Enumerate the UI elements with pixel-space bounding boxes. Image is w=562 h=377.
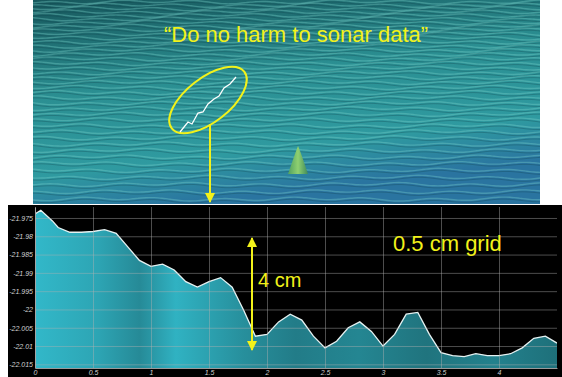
ripple-shadow (33, 192, 540, 196)
y-grid-line (35, 218, 557, 219)
ripple (33, 148, 540, 152)
ripple-shadow (33, 103, 540, 107)
callout-ellipse (158, 54, 258, 145)
y-tick: -22.005 (9, 324, 557, 331)
chart-background (8, 205, 562, 377)
title: “Do no harm to sonar data” (164, 22, 428, 47)
x-tick-label: 1 (150, 369, 154, 376)
chart-root: “Do no harm to sonar data”-21.975-21.98-… (0, 0, 562, 377)
x-tick-label: 4 (498, 369, 502, 376)
ripple-shadow (33, 132, 540, 136)
y-grid-line (35, 364, 557, 365)
measure-arrow (251, 238, 253, 350)
x-axis-line (36, 368, 558, 369)
x-tick: 0 (34, 207, 38, 376)
ripple-shadow (33, 164, 540, 168)
x-tick-label: 1.5 (205, 369, 215, 376)
x-tick: 3 (382, 207, 386, 376)
y-tick-label: -21.98 (13, 233, 33, 240)
x-grid-line (93, 207, 94, 368)
ripple-shadow (33, 199, 540, 203)
x-grid-line (383, 207, 384, 368)
x-tick-label: 0 (34, 369, 38, 376)
x-tick-label: 0.5 (89, 369, 99, 376)
y-tick: -22 (23, 306, 557, 313)
y-tick: -21.975 (9, 215, 557, 222)
profile-trace (180, 77, 236, 132)
profile-line (35, 210, 557, 356)
x-grid-line (151, 207, 152, 368)
callout-arrow (209, 124, 211, 202)
y-tick-label: -22.01 (13, 343, 33, 350)
slide: “Do no harm to sonar data”-21.975-21.98-… (0, 0, 562, 377)
ripple-shadow (33, 98, 540, 102)
ripple (33, 53, 540, 57)
ripple-shadow (33, 157, 540, 161)
y-tick: -22.01 (13, 343, 557, 350)
y-grid-line (35, 309, 557, 310)
x-axis: 0 0.5 1 1.5 2 2.5 3 3.5 4 (34, 207, 558, 376)
y-axis-line (35, 208, 36, 369)
y-tick-label: -22.015 (9, 361, 33, 368)
x-tick-label: 2 (265, 369, 270, 376)
profile-area (35, 210, 557, 368)
x-tick-label: 2.5 (320, 369, 331, 376)
y-tick-label: -21.975 (9, 215, 33, 222)
ripple-shadow (33, 177, 540, 181)
y-grid-line (35, 328, 557, 329)
x-tick: 1 (150, 207, 154, 376)
y-tick-label: -22.005 (9, 324, 33, 331)
y-tick: -22.015 (9, 361, 557, 368)
ripple-shadow (33, 150, 540, 154)
ripple-shadow (33, 68, 540, 72)
ripple-shadow (33, 126, 540, 130)
ripple-shadow (33, 144, 540, 148)
x-tick-label: 3 (382, 369, 386, 376)
ripple (33, 71, 540, 75)
y-grid-line (35, 346, 557, 347)
x-tick: 2 (265, 207, 270, 376)
annotation: 4 cm (258, 269, 301, 291)
ripple-shadow (33, 184, 540, 188)
y-tick-label: -21.995 (9, 288, 33, 295)
x-grid-line (35, 207, 36, 368)
y-tick-label: -21.985 (9, 251, 33, 258)
seabed-object (288, 146, 308, 174)
annotation: 0.5 cm grid (393, 231, 502, 256)
x-tick: 2.5 (320, 207, 331, 376)
y-tick-label: -22 (23, 306, 33, 313)
ripple (33, 101, 540, 105)
sonar-image (33, 0, 540, 204)
ripple-shadow (33, 138, 540, 142)
x-grid-line (325, 207, 326, 368)
ripple-shadow (33, 109, 540, 113)
ripple-shadow (33, 170, 540, 174)
y-axis: -21.975 -21.98 -21.985 -21.99 -21.995 -22 -22.… (9, 208, 557, 369)
y-grid-line (35, 291, 557, 292)
x-grid-line (209, 207, 210, 368)
x-tick: 1.5 (205, 207, 215, 376)
ripple (33, 17, 540, 21)
ripple (33, 190, 540, 194)
plot-area (35, 210, 557, 368)
annotations: 4 cm 0.5 cm grid (252, 231, 502, 350)
callout (158, 54, 258, 202)
x-tick-label: 3.5 (437, 369, 447, 376)
y-tick-label: -21.99 (13, 270, 33, 277)
x-tick: 0.5 (89, 207, 99, 376)
